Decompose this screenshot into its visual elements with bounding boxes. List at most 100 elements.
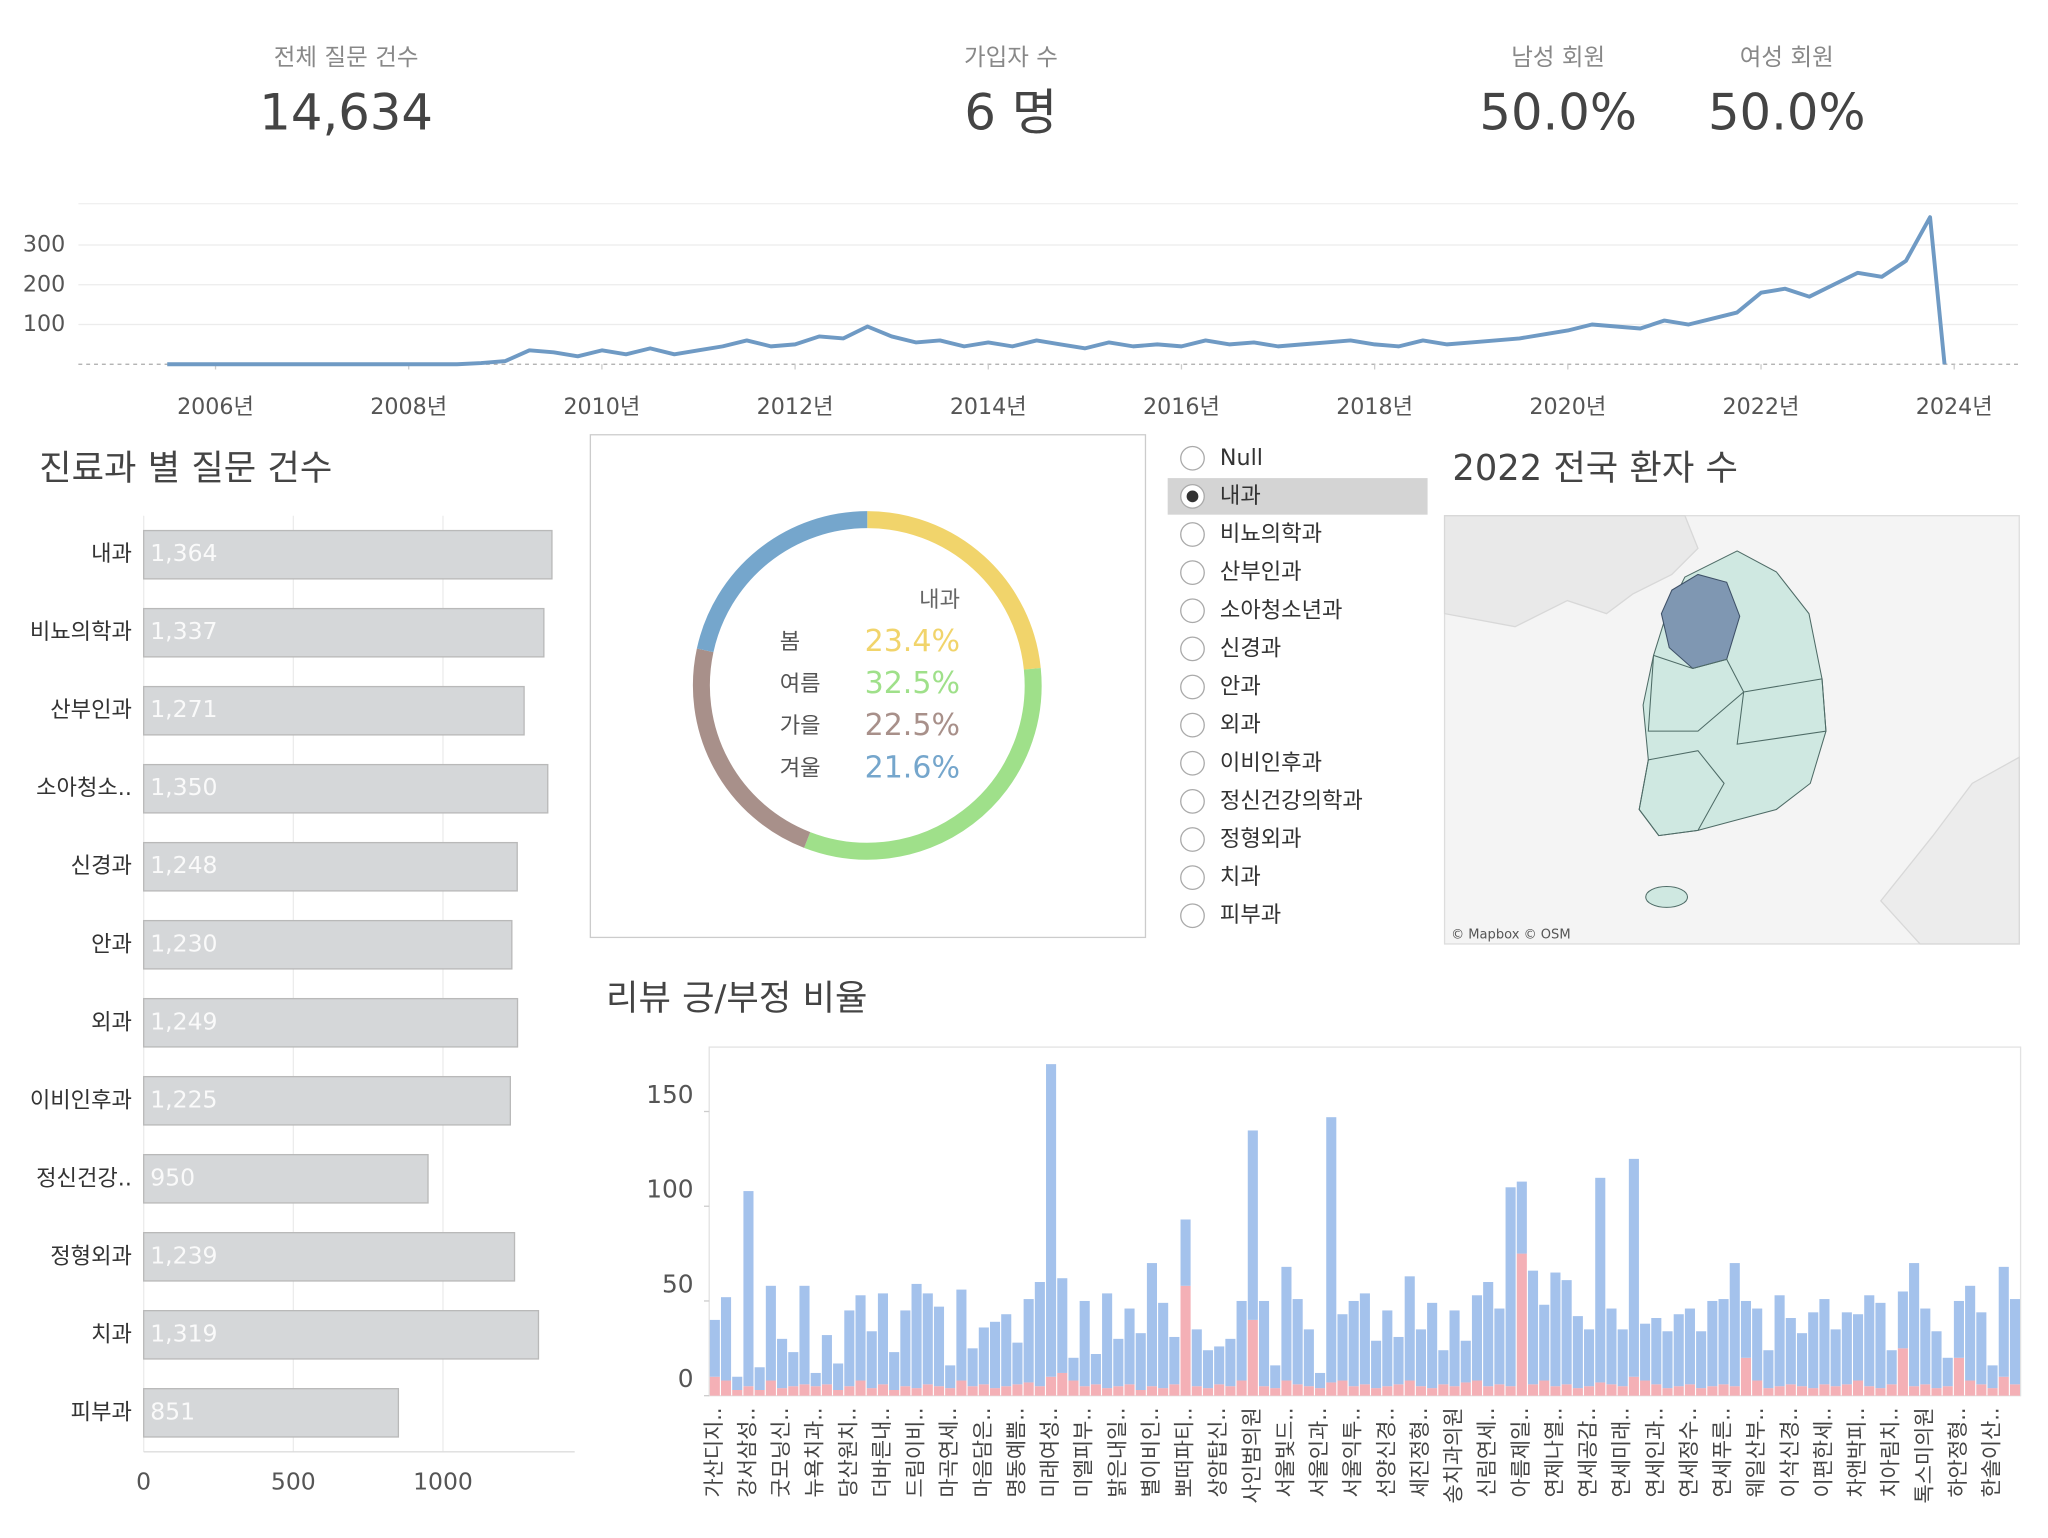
radio-button[interactable] — [1180, 445, 1205, 471]
radio-label[interactable]: 비뇨의학과 — [1220, 521, 1322, 547]
bar-segment — [821, 1335, 832, 1385]
kpi-label: 가입자 수 — [964, 43, 1058, 71]
bar-segment — [1976, 1384, 1987, 1396]
bar-segment — [1225, 1386, 1236, 1396]
radio-label[interactable]: 정신건강의학과 — [1220, 788, 1363, 814]
y-tick-label: 100 — [646, 1175, 693, 1204]
x-tick-label: 차앤박피.. — [1845, 1407, 1869, 1497]
bar — [143, 1388, 400, 1438]
bar-segment — [1696, 1388, 1707, 1396]
bar-segment — [1584, 1386, 1595, 1396]
bar-segment — [1393, 1336, 1404, 1385]
bar-segment — [1774, 1295, 1785, 1387]
category-label: 피부과 — [71, 1399, 132, 1425]
radio-button[interactable] — [1180, 674, 1205, 700]
bar-segment — [1729, 1263, 1740, 1387]
category-label: 산부인과 — [50, 697, 132, 723]
bar-segment — [1438, 1350, 1449, 1385]
bar-segment — [1012, 1384, 1023, 1396]
radio-label[interactable]: 산부인과 — [1220, 559, 1302, 585]
x-tick-label: 2018년 — [1336, 394, 1413, 420]
bar-segment — [1539, 1380, 1550, 1396]
bar-segment — [1595, 1177, 1606, 1383]
bar-segment — [709, 1319, 720, 1377]
x-tick-label: 2012년 — [757, 394, 834, 420]
bar-segment — [1281, 1380, 1292, 1396]
map-title: 2022 전국 환자 수 — [1452, 448, 1738, 489]
x-tick-label: 사인범의원 — [1240, 1407, 1264, 1503]
x-tick-label: 굿모닝신.. — [769, 1407, 793, 1497]
bar — [143, 1075, 511, 1126]
radio-label[interactable]: 치과 — [1220, 864, 1261, 890]
bar-segment — [1942, 1357, 1953, 1387]
bar-segment — [1875, 1388, 1886, 1396]
bar-segment — [1135, 1390, 1146, 1396]
radio-button[interactable] — [1180, 865, 1205, 891]
radio-button[interactable] — [1180, 788, 1205, 814]
bar-segment — [1640, 1323, 1651, 1381]
radio-button[interactable] — [1180, 636, 1205, 662]
bar-segment — [956, 1289, 967, 1381]
bar-segment — [1158, 1302, 1169, 1389]
x-tick-label: 연세정수.. — [1677, 1407, 1701, 1497]
bar-segment — [1796, 1386, 1808, 1396]
bar-segment — [765, 1285, 776, 1381]
bar-segment — [1404, 1276, 1415, 1381]
radio-label[interactable]: 정형외과 — [1220, 826, 1302, 852]
radio-button[interactable] — [1180, 827, 1205, 852]
bar-segment — [1068, 1357, 1079, 1381]
x-tick-label: 이삭신경.. — [1778, 1407, 1802, 1497]
radio-label[interactable]: Null — [1220, 445, 1263, 471]
bar-segment — [1662, 1331, 1673, 1389]
bar-segment — [1561, 1280, 1572, 1385]
bar-segment — [1494, 1308, 1505, 1385]
bar-segment — [1673, 1386, 1684, 1396]
radio-button[interactable] — [1180, 712, 1205, 738]
bar-segment — [1886, 1384, 1897, 1396]
bar-segment — [1740, 1357, 1752, 1396]
bar-segment — [956, 1380, 967, 1396]
bar-segment — [1953, 1300, 1964, 1358]
radio-label[interactable]: 안과 — [1220, 674, 1261, 700]
bar-segment — [1057, 1372, 1068, 1396]
radio-button[interactable] — [1180, 598, 1205, 624]
bar-segment — [1292, 1384, 1303, 1396]
bar — [143, 763, 549, 814]
bar-segment — [754, 1367, 765, 1391]
map-attribution: © Mapbox © OSM — [1451, 927, 1570, 942]
x-tick-label: 세진정형.. — [1408, 1407, 1432, 1497]
bar-segment — [1931, 1388, 1942, 1396]
bar-segment — [1561, 1384, 1572, 1396]
x-tick-label: 2024년 — [1916, 394, 1993, 420]
y-tick-label: 100 — [23, 311, 65, 337]
radio-label[interactable]: 소아청소년과 — [1220, 597, 1343, 623]
x-tick-label: 2020년 — [1529, 394, 1606, 420]
radio-label[interactable]: 이비인후과 — [1220, 750, 1322, 776]
radio-label[interactable]: 내과 — [1220, 483, 1261, 509]
bar-segment — [1202, 1388, 1214, 1396]
bar-segment — [1584, 1329, 1595, 1387]
bar-segment — [1169, 1384, 1180, 1396]
bar-segment — [1337, 1380, 1348, 1396]
x-tick-label: 별이비인.. — [1139, 1407, 1163, 1497]
legend-value: 22.5% — [865, 708, 960, 743]
bar — [143, 1231, 516, 1282]
bar — [143, 607, 545, 658]
radio-button[interactable] — [1180, 903, 1205, 929]
radio-label[interactable]: 신경과 — [1220, 635, 1281, 661]
bar-segment — [844, 1310, 855, 1387]
radio-label[interactable]: 외과 — [1220, 712, 1261, 738]
category-label: 치과 — [91, 1321, 132, 1347]
bar-segment — [1886, 1350, 1897, 1385]
bar-segment — [1113, 1338, 1124, 1387]
bar-segment — [1774, 1386, 1785, 1396]
radio-button[interactable] — [1180, 560, 1205, 586]
radio-label[interactable]: 피부과 — [1220, 902, 1281, 928]
bar-segment — [1382, 1310, 1393, 1387]
y-tick-label: 300 — [23, 232, 65, 258]
radio-button[interactable] — [1180, 750, 1205, 776]
bar-segment — [1909, 1386, 1920, 1396]
x-tick-label: 2016년 — [1143, 394, 1220, 420]
radio-button[interactable] — [1180, 522, 1205, 547]
legend-name: 가을 — [780, 713, 821, 739]
